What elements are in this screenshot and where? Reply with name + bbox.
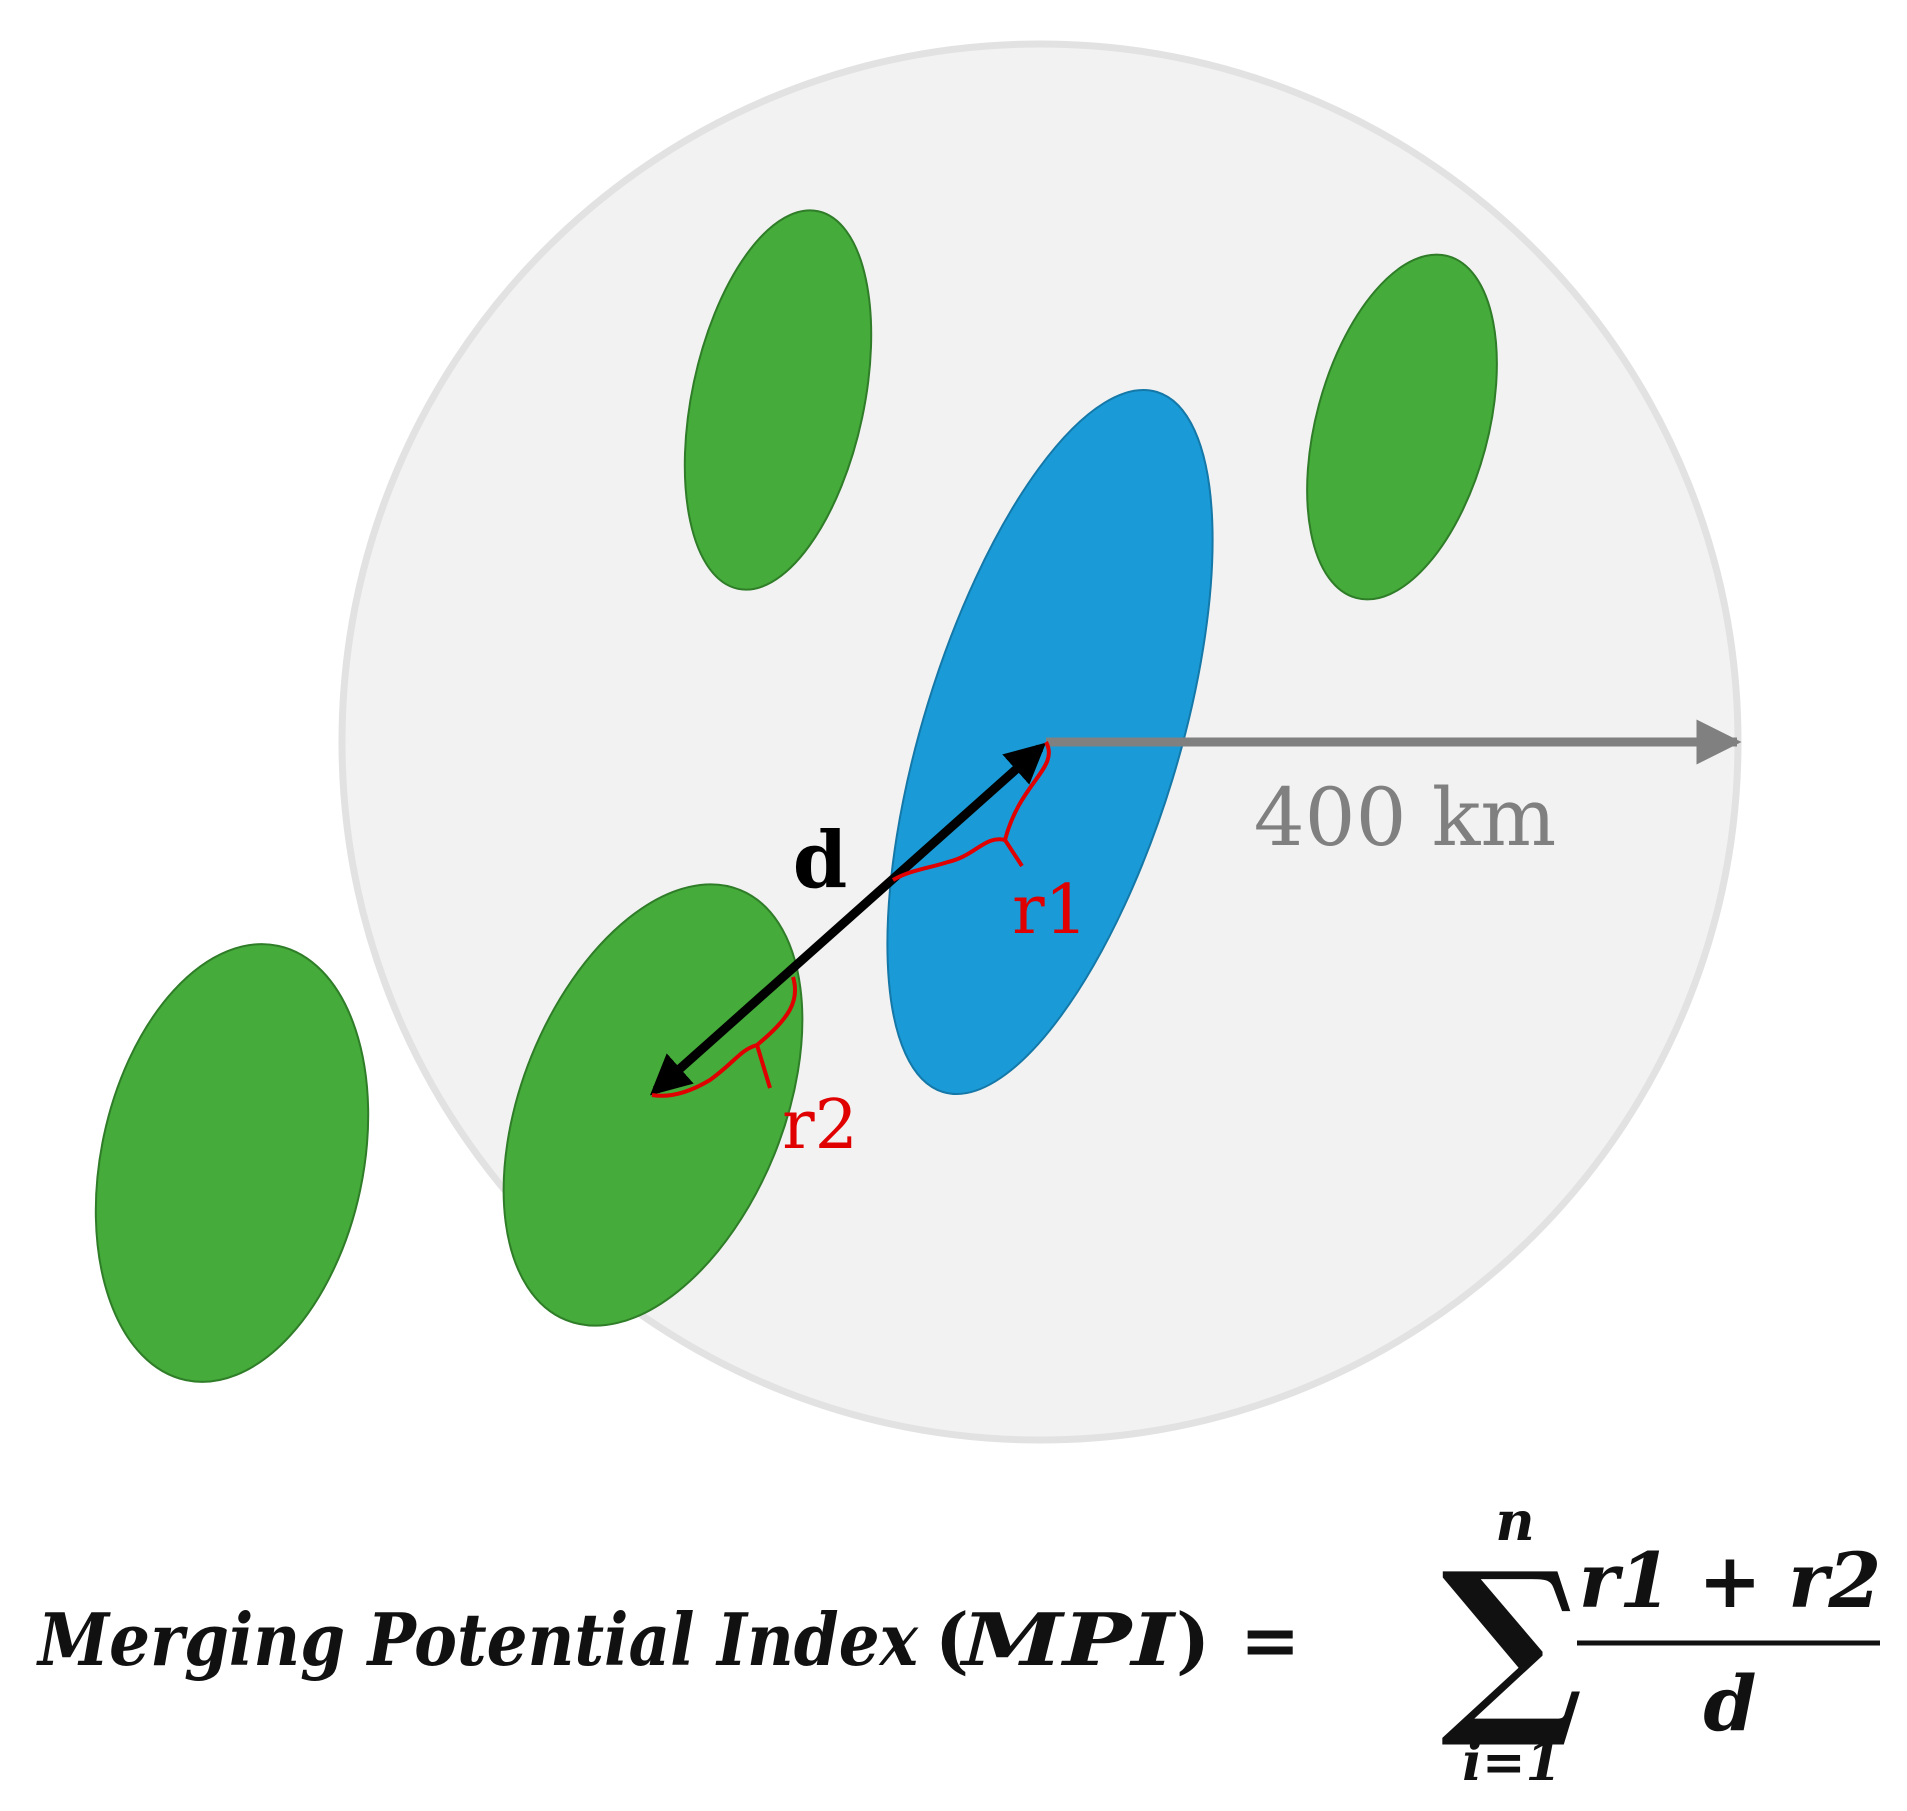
distance-label: d — [793, 815, 848, 906]
formula-close-paren: ) — [1176, 1597, 1210, 1682]
cluster-green-top-right — [1306, 253, 1498, 601]
formula-lhs: Merging Potential Index — [35, 1597, 919, 1682]
sum-lower-limit: i=1 — [1462, 1732, 1562, 1793]
fraction-numerator: r1 + r2 — [1579, 1536, 1881, 1625]
sum-upper-limit: n — [1495, 1489, 1534, 1553]
distance-arrow — [649, 742, 1047, 1096]
radius-label: 400 km — [1254, 771, 1556, 864]
r2-label: r2 — [782, 1086, 858, 1165]
cluster-green-top-left — [683, 209, 873, 591]
cluster-green-outside-left — [94, 943, 370, 1383]
sum-symbol: ∑ — [1440, 1530, 1583, 1753]
formula-abbrev: MPI — [958, 1597, 1177, 1682]
formula-equals: = — [1240, 1597, 1300, 1682]
formula-open-paren: ( — [935, 1597, 969, 1682]
fraction-denominator: d — [1703, 1659, 1756, 1748]
r1-brace — [891, 741, 1051, 882]
r1-label: r1 — [1012, 871, 1088, 950]
r2-brace-tick — [755, 1044, 772, 1089]
r1-brace-tick — [1003, 838, 1024, 868]
r2-brace — [651, 976, 798, 1098]
